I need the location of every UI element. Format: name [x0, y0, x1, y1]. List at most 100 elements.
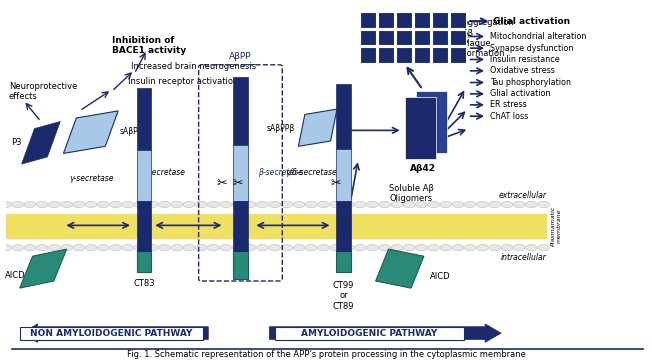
Circle shape	[428, 201, 439, 208]
Circle shape	[342, 201, 354, 208]
Circle shape	[12, 201, 23, 208]
Circle shape	[281, 201, 293, 208]
Bar	[378, 12, 394, 28]
Circle shape	[61, 201, 72, 208]
Bar	[396, 48, 411, 63]
Bar	[359, 30, 376, 45]
Circle shape	[391, 201, 403, 208]
Circle shape	[49, 201, 60, 208]
Circle shape	[526, 201, 537, 208]
Circle shape	[477, 244, 488, 251]
Circle shape	[379, 201, 391, 208]
Circle shape	[207, 244, 219, 251]
Circle shape	[244, 201, 256, 208]
Circle shape	[256, 201, 268, 208]
Circle shape	[110, 201, 121, 208]
Circle shape	[440, 201, 452, 208]
Circle shape	[85, 201, 97, 208]
Polygon shape	[376, 249, 424, 288]
Circle shape	[0, 244, 11, 251]
Circle shape	[37, 201, 48, 208]
Circle shape	[318, 244, 329, 251]
Bar	[413, 12, 430, 28]
Circle shape	[330, 201, 342, 208]
Text: AICD: AICD	[5, 271, 25, 280]
Circle shape	[244, 244, 256, 251]
Circle shape	[306, 201, 317, 208]
Text: Plasmamatic
membrane: Plasmamatic membrane	[550, 206, 561, 246]
Text: Fig. 1. Schematic representation of the APP’s protein processing in the cytoplas: Fig. 1. Schematic representation of the …	[126, 350, 526, 359]
Bar	[416, 91, 447, 153]
Text: ✂: ✂	[216, 177, 227, 190]
Circle shape	[147, 244, 158, 251]
Circle shape	[489, 201, 501, 208]
Bar	[233, 77, 248, 145]
Circle shape	[513, 244, 525, 251]
Circle shape	[73, 201, 85, 208]
Text: ✂: ✂	[232, 177, 243, 190]
Circle shape	[464, 244, 476, 251]
Bar	[413, 48, 430, 63]
Circle shape	[404, 201, 415, 208]
Text: ER stress: ER stress	[490, 100, 526, 109]
Bar	[432, 30, 448, 45]
Circle shape	[440, 244, 452, 251]
Circle shape	[12, 244, 23, 251]
Circle shape	[293, 201, 305, 208]
Bar	[396, 30, 411, 45]
Circle shape	[196, 244, 207, 251]
Bar	[336, 84, 351, 149]
Circle shape	[391, 244, 403, 251]
Circle shape	[355, 244, 366, 251]
Bar	[413, 30, 430, 45]
Bar	[450, 12, 466, 28]
Text: intracellular: intracellular	[501, 253, 546, 262]
Circle shape	[49, 244, 60, 251]
Text: γ/δ-secretase: γ/δ-secretase	[286, 168, 337, 177]
Bar	[20, 327, 203, 339]
Text: ✂: ✂	[331, 177, 341, 190]
Bar	[396, 12, 411, 28]
Bar	[336, 201, 351, 251]
Circle shape	[196, 201, 207, 208]
Circle shape	[256, 244, 268, 251]
Circle shape	[232, 244, 244, 251]
Circle shape	[538, 244, 550, 251]
Circle shape	[366, 201, 378, 208]
Text: Insulin receptor activation: Insulin receptor activation	[128, 77, 238, 86]
Bar	[274, 327, 464, 339]
Polygon shape	[63, 111, 118, 153]
Bar	[378, 30, 394, 45]
Text: Aβ42: Aβ42	[409, 164, 436, 173]
Circle shape	[134, 244, 146, 251]
Circle shape	[464, 201, 476, 208]
Circle shape	[501, 244, 512, 251]
Circle shape	[269, 201, 280, 208]
Circle shape	[513, 201, 525, 208]
Text: CT99
or
CT89: CT99 or CT89	[333, 281, 354, 311]
Circle shape	[61, 244, 72, 251]
Text: P3: P3	[11, 138, 22, 147]
Text: Glial activation: Glial activation	[494, 17, 570, 26]
Bar	[432, 12, 448, 28]
Circle shape	[24, 244, 36, 251]
Circle shape	[318, 201, 329, 208]
Polygon shape	[22, 122, 60, 164]
Text: Aggregation
Aβ
Plaque
Formation: Aggregation Aβ Plaque Formation	[462, 18, 514, 58]
Bar	[450, 30, 466, 45]
Text: β-secretase: β-secretase	[258, 168, 303, 177]
Circle shape	[281, 244, 293, 251]
Circle shape	[0, 201, 11, 208]
Circle shape	[98, 201, 109, 208]
Text: extracellular: extracellular	[498, 192, 546, 201]
FancyArrow shape	[22, 324, 208, 342]
Circle shape	[183, 201, 195, 208]
Circle shape	[489, 244, 501, 251]
Bar	[359, 12, 376, 28]
Text: sAβPPα: sAβPPα	[120, 127, 149, 136]
Bar	[137, 88, 151, 150]
Text: AMYLOIDOGENIC PATHWAY: AMYLOIDOGENIC PATHWAY	[301, 329, 437, 338]
Circle shape	[171, 244, 183, 251]
Text: γ-secretase: γ-secretase	[70, 174, 114, 183]
Circle shape	[183, 244, 195, 251]
